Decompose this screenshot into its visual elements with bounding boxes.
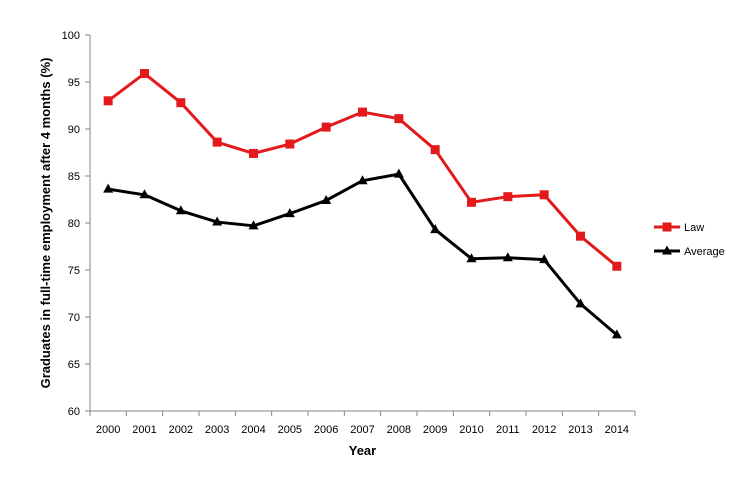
x-tick-label: 2011: [496, 424, 520, 436]
series-law-point: [249, 148, 258, 158]
y-tick-label: 95: [68, 77, 80, 89]
series-average-point: [575, 298, 586, 308]
series-average-point: [175, 205, 186, 215]
legend-average-label: Average: [684, 246, 725, 258]
x-axis-title: Year: [349, 443, 376, 458]
series-law-point: [140, 69, 149, 79]
series-law: [103, 69, 622, 271]
series-law-point: [103, 96, 113, 106]
x-tick-label: 2008: [387, 424, 411, 436]
series-average-point: [103, 183, 114, 193]
series-average-point: [248, 220, 259, 230]
series-law-point: [394, 114, 404, 124]
series-law-point: [467, 197, 476, 207]
series-average-point: [139, 189, 150, 199]
legend-law-marker: [662, 222, 672, 232]
y-tick-label: 90: [68, 124, 80, 136]
y-tick-label: 100: [62, 30, 80, 42]
y-tick-label: 75: [68, 265, 80, 277]
x-tick-label: 2003: [205, 424, 229, 436]
x-tick-label: 2007: [350, 424, 374, 436]
y-tick-label: 60: [68, 406, 80, 418]
series-average-point: [539, 254, 550, 264]
series-average-point: [321, 194, 332, 204]
series-law-point: [539, 190, 549, 200]
series-average-point: [393, 168, 404, 178]
series-average-point: [212, 216, 223, 226]
series-average-point: [284, 208, 295, 218]
series-average-point: [466, 253, 477, 263]
x-tick-label: 2000: [96, 424, 120, 436]
y-tick-label: 85: [68, 171, 80, 183]
x-tick-label: 2009: [423, 424, 447, 436]
series-law-point: [576, 231, 585, 241]
y-tick-label: 65: [68, 359, 80, 371]
series-average-point: [502, 252, 513, 262]
x-tick-label: 2001: [132, 424, 156, 436]
series-law-point: [212, 137, 222, 147]
series-law-point: [612, 261, 622, 271]
series-average-point: [611, 329, 622, 339]
series-law-point: [321, 122, 331, 132]
series-average-point: [430, 224, 441, 234]
x-tick-label: 2004: [241, 424, 265, 436]
series-law-point: [176, 98, 186, 108]
legend-law-label: Law: [684, 222, 704, 234]
y-axis-ticks: 60 65 70 75 80 85 90 95 100: [62, 30, 90, 418]
x-tick-label: 2006: [314, 424, 338, 436]
series-average-point: [357, 175, 368, 185]
series-average: [103, 168, 622, 339]
x-tick-label: 2013: [568, 424, 592, 436]
series-law-point: [430, 145, 440, 155]
y-tick-label: 80: [68, 218, 80, 230]
axes: [89, 35, 635, 412]
legend: Law Average: [654, 222, 725, 258]
x-tick-label: 2002: [169, 424, 193, 436]
y-tick-label: 70: [68, 312, 80, 324]
y-axis-title: Graduates in full-time employment after …: [38, 58, 53, 389]
legend-average-marker: [662, 245, 672, 255]
series-law-point: [285, 139, 295, 149]
series-layer: [103, 69, 622, 339]
x-tick-label: 2012: [532, 424, 556, 436]
series-law-point: [503, 192, 513, 202]
x-tick-label: 2005: [278, 424, 302, 436]
series-law-point: [358, 107, 367, 117]
x-tick-label: 2010: [459, 424, 483, 436]
x-tick-label: 2014: [605, 424, 629, 436]
x-axis-ticks: 2000 2001 2002 2003 2004 2005 2006 2007 2008 2009…: [89, 411, 636, 436]
